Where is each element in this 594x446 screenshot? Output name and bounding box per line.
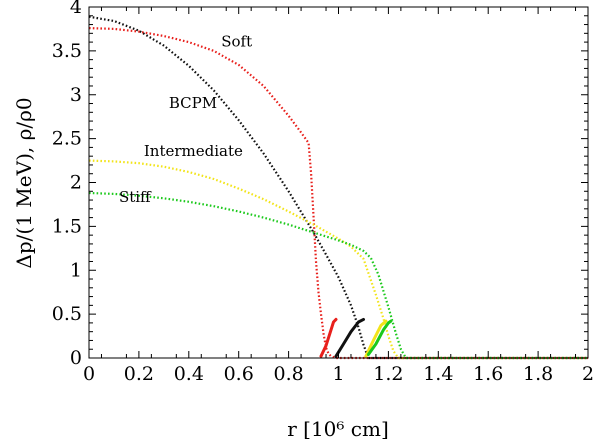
y-tick-label: 4 bbox=[70, 0, 82, 18]
series-line-stiff-gap bbox=[366, 319, 393, 356]
x-tick-label: 0.2 bbox=[124, 363, 154, 385]
y-tick-label: 3.5 bbox=[52, 40, 82, 62]
series-line-soft-gap bbox=[319, 317, 338, 358]
x-tick-label: 1.8 bbox=[523, 363, 553, 385]
x-tick-label: 2 bbox=[582, 363, 594, 385]
tick-layer: 0 0.2 0.4 0.6 0.8 1 1.2 1.4 1.6 1.8 2 0 0.5 1 1.5 2 2.5 3… bbox=[52, 0, 594, 385]
series-line-bcpm bbox=[88, 15, 588, 360]
x-tick-label: 1 bbox=[332, 363, 344, 385]
series-line-stiff bbox=[88, 191, 588, 360]
y-tick-label: 0.5 bbox=[52, 303, 82, 325]
x-tick-label: 0.6 bbox=[224, 363, 254, 385]
y-tick-label: 1.5 bbox=[52, 215, 82, 237]
y-tick-label: 1 bbox=[70, 259, 82, 281]
annotation-intermediate: Intermediate bbox=[144, 142, 243, 160]
x-axis-label: r [10⁶ cm] bbox=[287, 417, 389, 441]
y-axis-label: Δp/(1 MeV), ρ/ρ0 bbox=[12, 97, 36, 268]
series-line-soft bbox=[88, 27, 588, 360]
y-tick-label: 2.5 bbox=[52, 128, 82, 150]
x-tick-label: 0.8 bbox=[273, 363, 303, 385]
plot-frame bbox=[88, 6, 589, 359]
y-tick-label: 0 bbox=[70, 347, 82, 369]
x-tick-label: 0 bbox=[83, 363, 95, 385]
series-line-intermediate bbox=[88, 159, 588, 360]
annotation-soft: Soft bbox=[221, 32, 252, 50]
annotation-bcpm: BCPM bbox=[169, 94, 217, 112]
y-tick-label: 3 bbox=[70, 84, 82, 106]
x-tick-label: 1.6 bbox=[473, 363, 503, 385]
annotation-stiff: Stiff bbox=[119, 188, 152, 206]
x-tick-label: 1.2 bbox=[373, 363, 403, 385]
series-layer bbox=[88, 15, 588, 360]
series-line-intermediate-gap bbox=[364, 319, 388, 358]
annotation-layer: Soft BCPM Intermediate Stiff bbox=[119, 32, 252, 205]
x-tick-label: 0.4 bbox=[174, 363, 204, 385]
y-tick-label: 2 bbox=[70, 172, 82, 194]
series-line-bcpm-gap bbox=[334, 317, 365, 358]
x-tick-label: 1.4 bbox=[423, 363, 453, 385]
